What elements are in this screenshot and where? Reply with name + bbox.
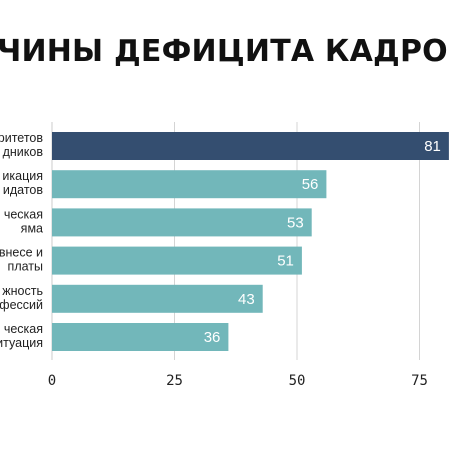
x-tick-label-25: 25 <box>166 373 183 389</box>
category-label-1-0: икация <box>2 169 43 183</box>
category-label-4-1: фессий <box>0 298 43 312</box>
bar-1 <box>52 170 327 199</box>
category-label-5-0: ческая <box>4 322 43 336</box>
x-tick-label-50: 50 <box>289 373 306 389</box>
category-label-5-1: итуация <box>0 336 43 350</box>
x-tick-label-0: 0 <box>48 373 56 389</box>
category-label-3-1: платы <box>8 260 43 274</box>
category-label-0-0: ритетов <box>0 131 43 145</box>
category-label-1-1: идатов <box>3 183 43 197</box>
bar-0 <box>52 132 449 160</box>
value-label-4: 43 <box>238 291 255 308</box>
value-label-5: 36 <box>204 329 221 346</box>
category-label-3-0: внесе и <box>0 246 43 260</box>
category-label-2-1: яма <box>21 221 43 235</box>
value-label-1: 56 <box>302 176 319 193</box>
bar-5 <box>52 323 229 351</box>
category-label-4-0: жность <box>2 284 43 298</box>
bar-3 <box>52 246 302 275</box>
value-label-2: 53 <box>287 214 304 231</box>
value-label-3: 51 <box>277 253 294 270</box>
chart-title: ЧИНЫ ДЕФИЦИТА КАДРОВ <box>0 34 450 69</box>
category-label-2-0: ческая <box>4 207 43 221</box>
category-label-0-1: дников <box>3 145 44 159</box>
bar-2 <box>52 208 312 237</box>
bar-4 <box>52 284 263 313</box>
x-tick-label-75: 75 <box>411 373 428 389</box>
value-label-0: 81 <box>424 138 441 155</box>
